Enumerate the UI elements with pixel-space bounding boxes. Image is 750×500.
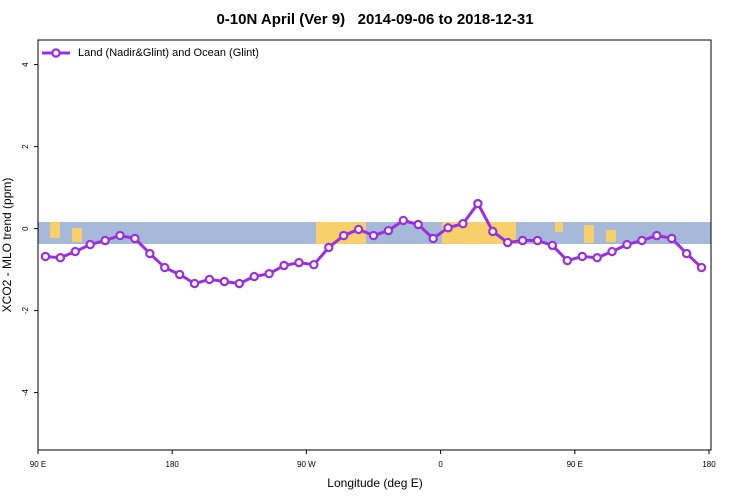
x-tick-label: 90 E xyxy=(567,460,583,469)
point xyxy=(264,269,274,279)
point xyxy=(383,225,394,236)
point xyxy=(681,248,692,259)
point xyxy=(234,278,244,289)
point xyxy=(279,260,289,271)
point xyxy=(174,269,185,280)
point xyxy=(398,215,409,226)
point xyxy=(458,218,468,229)
point xyxy=(443,223,453,233)
point xyxy=(592,253,602,263)
point xyxy=(324,242,334,253)
point xyxy=(428,233,438,244)
point xyxy=(219,276,230,287)
point xyxy=(503,237,513,248)
point xyxy=(413,219,423,230)
point xyxy=(130,233,140,244)
land xyxy=(555,222,563,232)
point xyxy=(547,240,558,251)
point xyxy=(294,257,304,268)
point xyxy=(189,278,200,289)
point xyxy=(249,271,259,282)
y-tick-label: -4 xyxy=(21,388,30,396)
y-tick-label: 2 xyxy=(21,144,30,149)
point xyxy=(100,235,110,246)
land xyxy=(50,222,60,238)
x-axis-label: Longitude (deg E) xyxy=(327,476,422,490)
y-tick-label: 4 xyxy=(21,62,30,67)
point xyxy=(488,226,498,237)
x-tick-label: 180 xyxy=(702,460,716,469)
point xyxy=(652,230,662,241)
x-tick-label: 90 E xyxy=(30,460,46,469)
y-axis-label: XCO2 - MLO trend (ppm) xyxy=(0,178,14,313)
point xyxy=(607,246,617,257)
chart-title: 0-10N April (Ver 9) 2014-09-06 to 2018-1… xyxy=(216,11,533,28)
x-tick-label: 180 xyxy=(166,460,180,469)
point xyxy=(204,274,215,285)
land xyxy=(584,225,594,243)
land xyxy=(606,230,616,242)
point xyxy=(160,262,170,273)
point xyxy=(55,253,66,263)
plot-frame xyxy=(37,39,712,451)
point xyxy=(637,235,647,246)
point xyxy=(562,255,573,266)
y-tick-label: 0 xyxy=(21,226,30,231)
legend-marker xyxy=(51,48,61,58)
point xyxy=(368,230,379,241)
point xyxy=(309,259,319,270)
point xyxy=(667,233,677,244)
point xyxy=(696,262,707,273)
point xyxy=(473,198,483,209)
point xyxy=(40,251,51,262)
point xyxy=(115,230,125,241)
point xyxy=(85,239,95,250)
land xyxy=(72,228,82,242)
legend: Land (Nadir&Glint) and Ocean (Glint) xyxy=(42,47,259,59)
x-tick-label: 0 xyxy=(438,460,443,469)
point xyxy=(353,224,364,235)
point xyxy=(70,246,80,257)
point xyxy=(577,251,587,262)
x-tick-label: 90 W xyxy=(297,460,316,469)
point xyxy=(145,248,155,259)
legend-label: Land (Nadir&Glint) and Ocean (Glint) xyxy=(78,47,259,59)
y-tick-label: -2 xyxy=(21,306,30,314)
point xyxy=(532,235,543,246)
point xyxy=(622,239,632,250)
point xyxy=(338,230,349,241)
point xyxy=(517,235,528,246)
